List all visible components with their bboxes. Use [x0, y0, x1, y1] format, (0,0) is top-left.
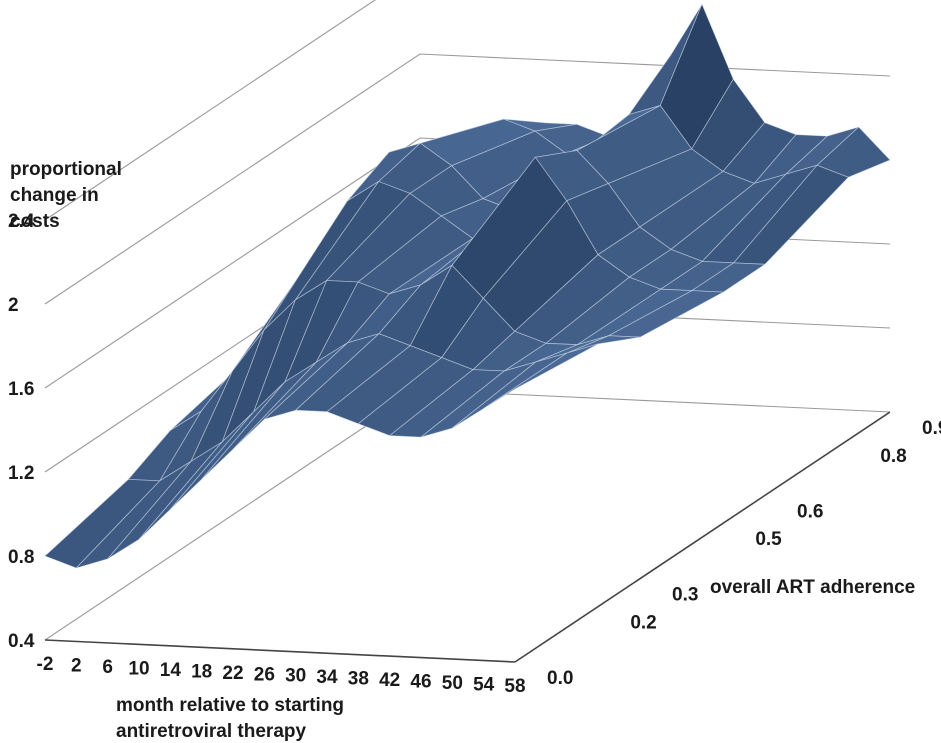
z-tick-label: 1.6	[8, 379, 34, 400]
x-tick-label: 50	[442, 673, 463, 694]
x-tick-label: 34	[316, 667, 338, 688]
y-tick-label: 0.6	[797, 501, 823, 522]
x-tick-label: 14	[160, 660, 182, 681]
y-tick-label: 0.5	[755, 529, 782, 550]
x-tick-label: 46	[410, 672, 431, 693]
x-tick-label: 2	[71, 655, 82, 676]
z-tick-label: 2.4	[8, 211, 35, 232]
surface-mesh	[44, 3, 891, 569]
x-tick-label: 42	[379, 670, 400, 691]
x-tick-label: 26	[254, 664, 275, 685]
z-tick-label: 0.4	[8, 631, 35, 652]
z-tick-label: 0.8	[8, 547, 34, 568]
z-axis-title-line2: change in	[10, 185, 99, 206]
z-gridline	[44, 389, 891, 641]
x-tick-label: 30	[285, 666, 306, 687]
z-gridline	[44, 0, 376, 221]
x-tick-label: 6	[102, 657, 113, 678]
surface-patch	[483, 343, 599, 409]
y-tick-label: 0.8	[880, 446, 906, 467]
y-axis-title: overall ART adherence	[710, 577, 915, 598]
z-tick-label: 2	[8, 295, 19, 316]
x-tick-label: 58	[504, 676, 525, 697]
z-gridline	[44, 53, 891, 305]
x-axis-title-line1: month relative to starting	[116, 695, 344, 716]
z-axis-title-line1: proportional	[10, 159, 122, 180]
y-tick-label: 0.2	[630, 612, 656, 633]
y-tick-label: 0.9	[922, 418, 941, 439]
x-tick-label: 38	[348, 669, 369, 690]
x-axis-title-line2: antiretroviral therapy	[116, 721, 306, 742]
y-tick-label: 0.3	[672, 585, 698, 606]
x-tick-label: -2	[37, 654, 54, 675]
z-tick-label: 1.2	[8, 463, 34, 484]
x-tick-label: 54	[473, 675, 495, 696]
chart-axes	[44, 411, 891, 663]
x-tick-label: 10	[128, 658, 149, 679]
z-axis-title-line3: costs	[10, 211, 60, 232]
y-tick-label: 0.0	[547, 668, 573, 689]
x-axis-line	[44, 639, 516, 663]
x-tick-label: 22	[222, 663, 243, 684]
x-tick-label: 18	[191, 661, 212, 682]
tick-labels: 0.40.81.21.622.4-2 2 6 10 14 18 22 26 30 34 38 42 46…	[8, 211, 941, 697]
y-axis-line	[514, 411, 891, 663]
